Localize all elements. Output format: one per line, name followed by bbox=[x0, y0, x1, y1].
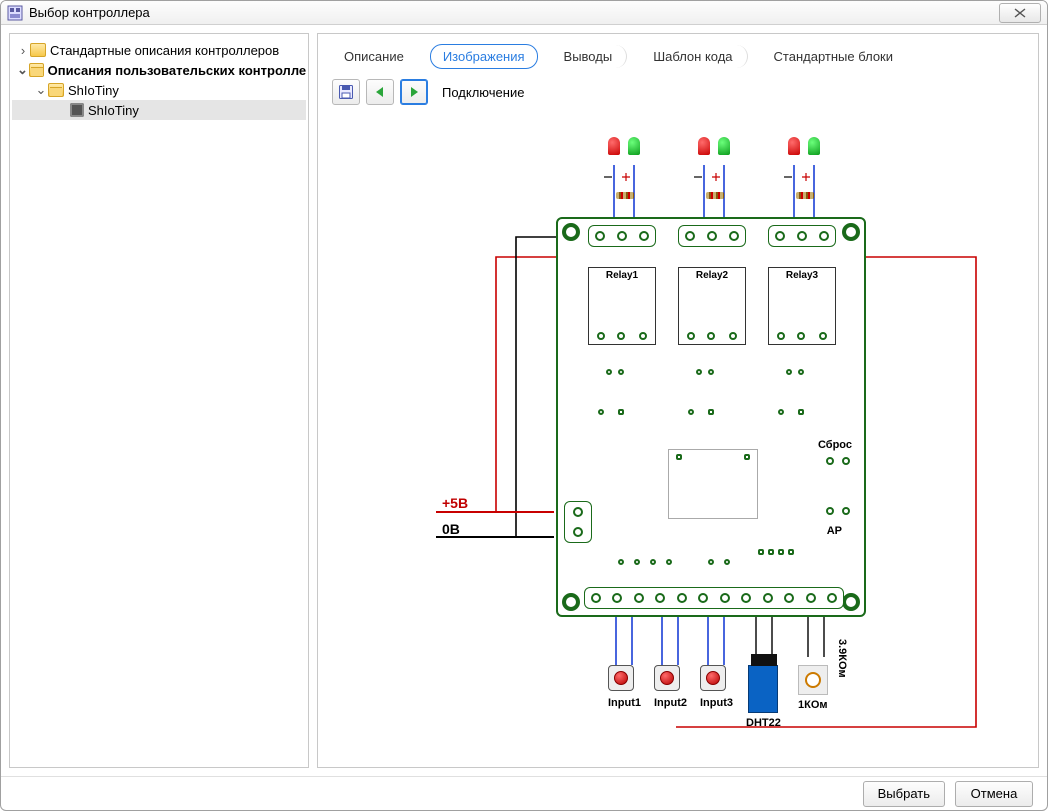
tab-images[interactable]: Изображения bbox=[430, 44, 538, 69]
right-pane: Описание Изображения Выводы Шаблон кода … bbox=[317, 33, 1039, 768]
tree-pane: › Стандартные описания контроллеров ⌄ Оп… bbox=[9, 33, 309, 768]
save-button[interactable] bbox=[332, 79, 360, 105]
tree-item[interactable]: › Стандартные описания контроллеров bbox=[12, 40, 306, 60]
input-label: Input2 bbox=[654, 697, 687, 709]
tree-label: Описания пользовательских контроллеров bbox=[48, 63, 306, 78]
dialog-body: › Стандартные описания контроллеров ⌄ Оп… bbox=[1, 25, 1047, 776]
tab-description[interactable]: Описание bbox=[332, 45, 416, 68]
relay-label: Relay3 bbox=[769, 270, 835, 281]
input-label: Input3 bbox=[700, 697, 733, 709]
resistor-label: 1КОм bbox=[798, 699, 828, 711]
resistor-label: 3.9КОм bbox=[836, 639, 848, 678]
vcc-label: +5В bbox=[442, 495, 468, 511]
cancel-button[interactable]: Отмена bbox=[955, 781, 1033, 807]
gnd-label: 0В bbox=[442, 521, 460, 537]
tree-label: ShIoTiny bbox=[88, 103, 139, 118]
tab-bar: Описание Изображения Выводы Шаблон кода … bbox=[326, 44, 1030, 77]
chip-icon bbox=[70, 103, 84, 117]
tree-item[interactable]: ShIoTiny bbox=[12, 100, 306, 120]
dialog-footer: Выбрать Отмена bbox=[1, 776, 1047, 810]
folder-icon bbox=[30, 43, 46, 57]
titlebar: Выбор контроллера bbox=[1, 1, 1047, 25]
ap-label: AP bbox=[827, 525, 842, 537]
tree-item[interactable]: ⌄ ShIoTiny bbox=[12, 80, 306, 100]
tab-code-template[interactable]: Шаблон кода bbox=[641, 45, 747, 68]
input-label: Input1 bbox=[608, 697, 641, 709]
select-button[interactable]: Выбрать bbox=[863, 781, 945, 807]
tree-label: Стандартные описания контроллеров bbox=[50, 43, 279, 58]
tree-twisty[interactable]: ⌄ bbox=[34, 82, 48, 98]
tab-pins[interactable]: Выводы bbox=[552, 45, 628, 68]
window-title: Выбор контроллера bbox=[29, 5, 999, 20]
app-icon bbox=[7, 5, 23, 21]
pcb-outline: Relay1 Relay2 Relay3 bbox=[556, 217, 866, 617]
image-toolbar: Подключение bbox=[326, 77, 1030, 111]
close-button[interactable] bbox=[999, 3, 1041, 23]
sensor-label: DHT22 bbox=[746, 717, 781, 729]
prev-image-button[interactable] bbox=[366, 79, 394, 105]
image-canvas: Relay1 Relay2 Relay3 bbox=[326, 111, 1030, 757]
reset-label: Сброс bbox=[818, 439, 852, 451]
relay-label: Relay2 bbox=[679, 270, 745, 281]
tree-label: ShIoTiny bbox=[68, 83, 119, 98]
next-image-button[interactable] bbox=[400, 79, 428, 105]
dialog-window: Выбор контроллера › Стандартные описания… bbox=[0, 0, 1048, 811]
folder-open-icon bbox=[48, 83, 64, 97]
tree-twisty[interactable]: ⌄ bbox=[16, 62, 29, 78]
folder-open-icon bbox=[29, 63, 44, 77]
tab-std-blocks[interactable]: Стандартные блоки bbox=[762, 45, 905, 68]
relay-label: Relay1 bbox=[589, 270, 655, 281]
schematic: Relay1 Relay2 Relay3 bbox=[436, 117, 996, 757]
tree-twisty[interactable]: › bbox=[16, 43, 30, 58]
tree-item[interactable]: ⌄ Описания пользовательских контроллеров bbox=[12, 60, 306, 80]
image-caption: Подключение bbox=[442, 85, 524, 100]
